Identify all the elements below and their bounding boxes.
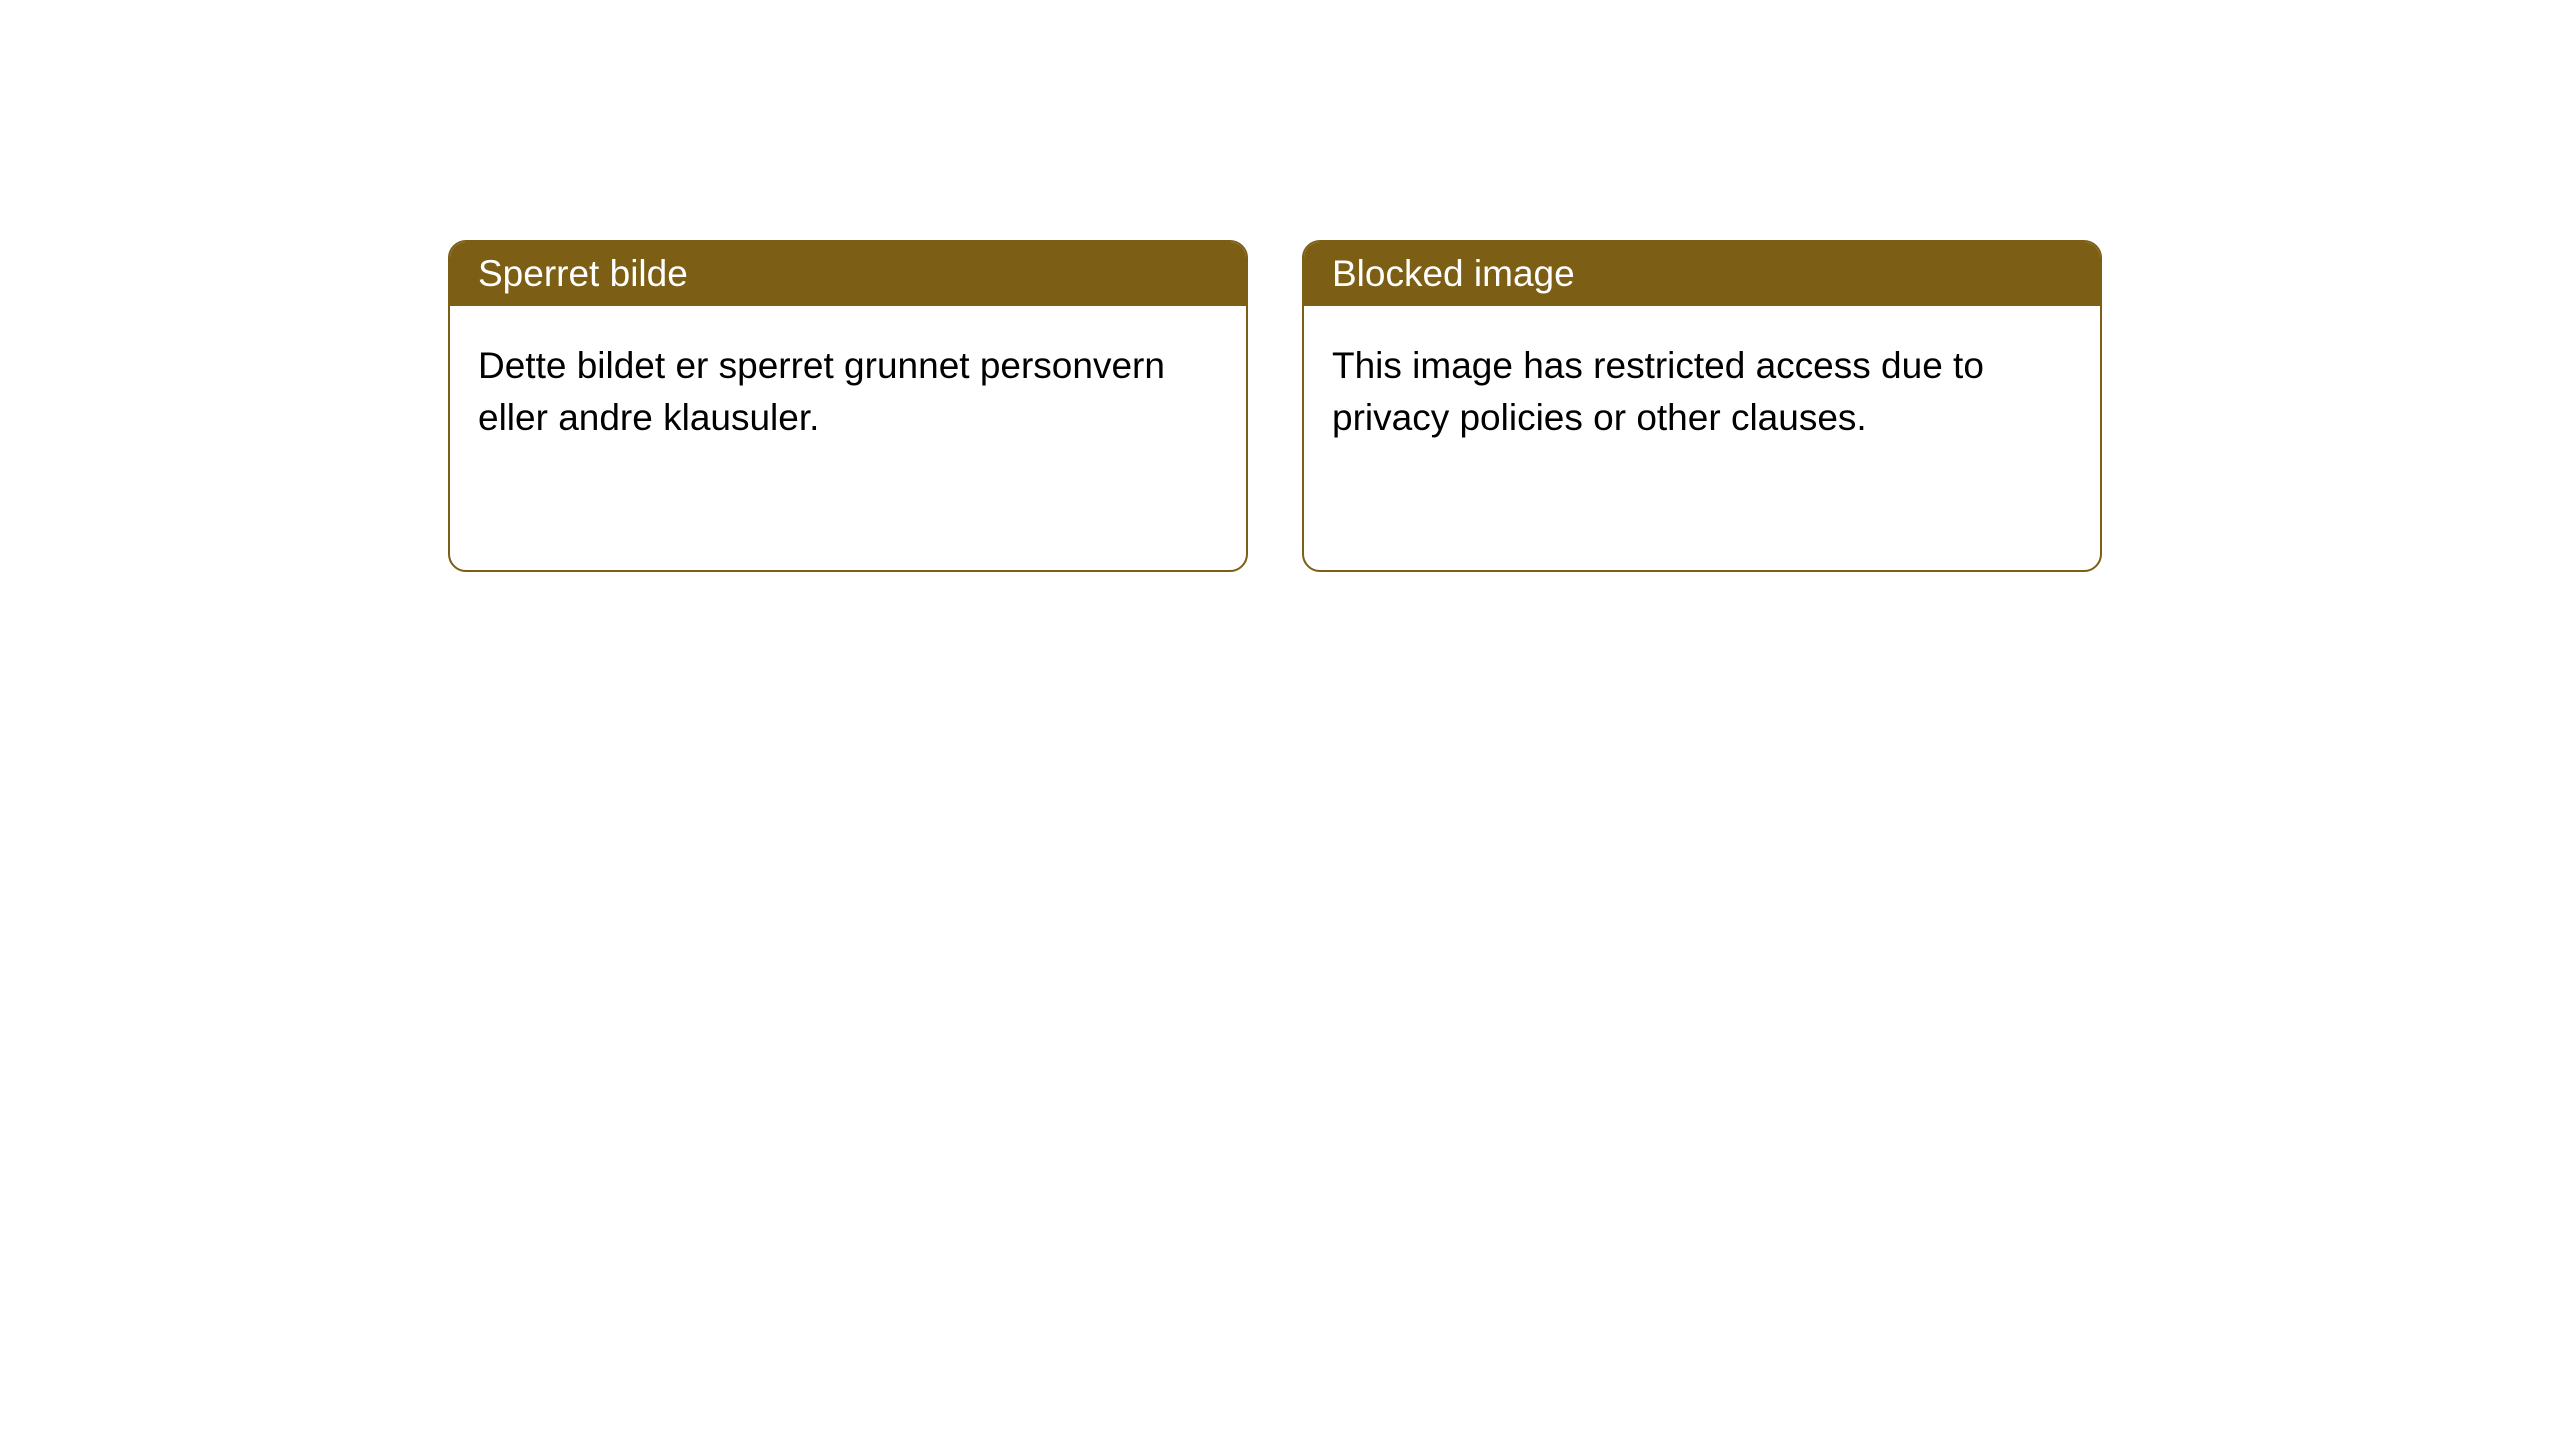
- notice-body: Dette bildet er sperret grunnet personve…: [450, 306, 1246, 478]
- notice-card-english: Blocked image This image has restricted …: [1302, 240, 2102, 572]
- notice-container: Sperret bilde Dette bildet er sperret gr…: [0, 0, 2560, 572]
- notice-title: Sperret bilde: [450, 242, 1246, 306]
- notice-card-norwegian: Sperret bilde Dette bildet er sperret gr…: [448, 240, 1248, 572]
- notice-title: Blocked image: [1304, 242, 2100, 306]
- notice-body: This image has restricted access due to …: [1304, 306, 2100, 478]
